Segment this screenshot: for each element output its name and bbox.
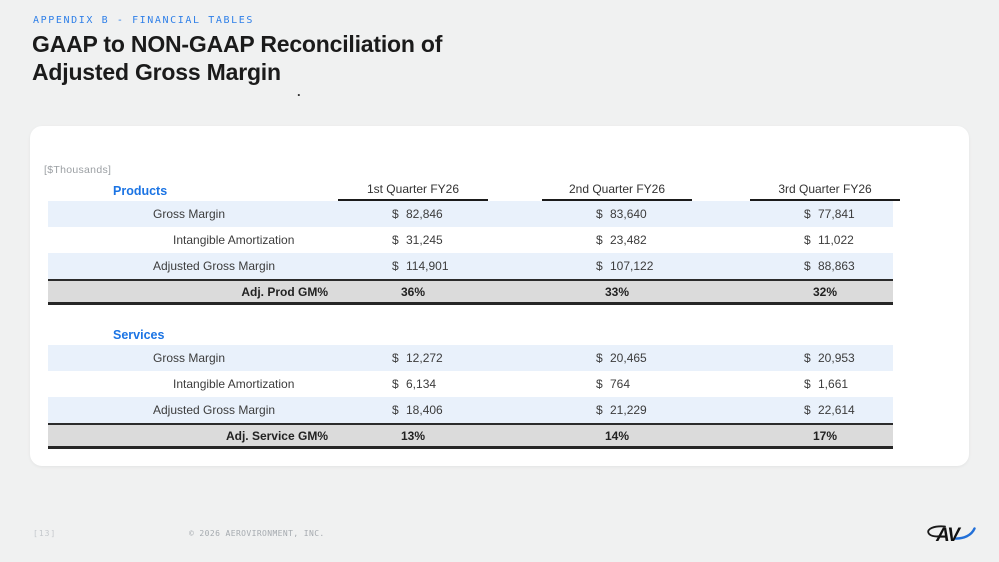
- cell-value: $ 107,122: [596, 259, 654, 273]
- page-title-line2: Adjusted Gross Margin: [32, 59, 281, 85]
- row-label: Adjusted Gross Margin: [153, 259, 276, 273]
- row-label: Gross Margin: [153, 351, 226, 365]
- cell-value: $ 88,863: [804, 259, 855, 273]
- table-row: Gross Margin $ 12,272 $ 20,465 $ 20,953: [48, 345, 893, 371]
- cell-value: 14%: [604, 428, 630, 443]
- cell-value: $ 764: [596, 377, 631, 391]
- page-title: GAAP to NON-GAAP Reconciliation of Adjus…: [32, 30, 442, 86]
- cell-value: $ 6,134: [392, 377, 437, 391]
- logo-swoosh-dark: [927, 525, 946, 538]
- section-label-services: Services: [113, 328, 165, 342]
- column-header-q1: 1st Quarter FY26: [310, 178, 516, 201]
- products-header-row: Products 1st Quarter FY26 2nd Quarter FY…: [48, 178, 900, 201]
- table-row: Gross Margin $ 82,846 $ 83,640 $ 77,841: [48, 201, 893, 227]
- row-label: Adj. Prod GM%: [241, 284, 328, 299]
- aerovironment-logo: AV: [927, 525, 976, 546]
- logo-letters: AV: [935, 525, 961, 546]
- cell-value: $ 18,406: [392, 403, 443, 417]
- row-label: Intangible Amortization: [173, 233, 295, 247]
- cell-value: $ 20,953: [804, 351, 855, 365]
- table-row: Intangible Amortization $ 31,245 $ 23,48…: [48, 227, 893, 253]
- services-header-row: Services: [48, 319, 893, 345]
- column-header-q2-label: 2nd Quarter FY26: [542, 182, 692, 201]
- table-row: Intangible Amortization $ 6,134 $ 764 $ …: [48, 371, 893, 397]
- row-label: Intangible Amortization: [173, 377, 295, 391]
- cell-value: 36%: [400, 284, 426, 299]
- page-number: [13]: [33, 529, 57, 538]
- cell-value: $ 77,841: [804, 207, 855, 221]
- page-title-line1: GAAP to NON-GAAP Reconciliation of: [32, 31, 443, 57]
- stray-period: .: [297, 84, 301, 99]
- column-header-q1-label: 1st Quarter FY26: [338, 182, 488, 201]
- services-total-row: Adj. Service GM% 13% 14% 17%: [48, 423, 893, 449]
- row-label: Adjusted Gross Margin: [153, 403, 276, 417]
- products-total-row: Adj. Prod GM% 36% 33% 32%: [48, 279, 893, 305]
- section-spacer: [48, 305, 893, 319]
- cell-value: 33%: [604, 284, 630, 299]
- cell-value: $ 83,640: [596, 207, 647, 221]
- cell-value: $ 12,272: [392, 351, 443, 365]
- logo-swoosh-blue: [953, 527, 976, 540]
- cell-value: $ 31,245: [392, 233, 443, 247]
- table-row: Adjusted Gross Margin $ 18,406 $ 21,229 …: [48, 397, 893, 423]
- appendix-eyebrow: APPENDIX B - FINANCIAL TABLES: [33, 15, 254, 26]
- cell-value: $ 21,229: [596, 403, 647, 417]
- cell-value: $ 20,465: [596, 351, 647, 365]
- row-label: Adj. Service GM%: [225, 428, 328, 443]
- column-header-q2: 2nd Quarter FY26: [514, 178, 720, 201]
- section-label-products: Products: [113, 184, 168, 198]
- table-card: [$Thousands] Products 1st Quarter FY26 2…: [30, 126, 969, 466]
- copyright-text: © 2026 AEROVIRONMENT, INC.: [189, 529, 325, 538]
- units-label: [$Thousands]: [44, 164, 112, 176]
- cell-value: $ 23,482: [596, 233, 647, 247]
- table-row: Adjusted Gross Margin $ 114,901 $ 107,12…: [48, 253, 893, 279]
- cell-value: 13%: [400, 428, 426, 443]
- cell-value: 32%: [812, 284, 838, 299]
- column-header-q3-label: 3rd Quarter FY26: [750, 182, 900, 201]
- column-header-q3: 3rd Quarter FY26: [722, 178, 928, 201]
- cell-value: $ 22,614: [804, 403, 855, 417]
- cell-value: $ 11,022: [804, 233, 854, 247]
- cell-value: 17%: [812, 428, 838, 443]
- cell-value: $ 114,901: [392, 259, 449, 273]
- cell-value: $ 1,661: [804, 377, 849, 391]
- row-label: Gross Margin: [153, 207, 226, 221]
- reconciliation-table: Products 1st Quarter FY26 2nd Quarter FY…: [48, 178, 900, 449]
- cell-value: $ 82,846: [392, 207, 443, 221]
